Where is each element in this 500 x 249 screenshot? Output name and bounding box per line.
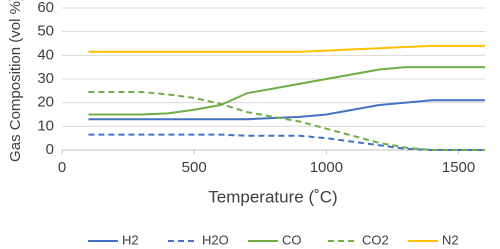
series-line: [88, 91, 485, 151]
x-tick-label: 500: [182, 159, 207, 176]
legend-label: H2: [122, 232, 139, 247]
x-tick-label: 0: [58, 159, 66, 176]
x-tick-label: 1500: [442, 159, 475, 176]
legend-label: N2: [442, 232, 459, 247]
y-tick-label: 60: [37, 0, 54, 16]
series-line: [88, 44, 485, 53]
x-tick-label: 1000: [310, 159, 343, 176]
legend-label: CO: [282, 232, 302, 247]
series-line: [88, 99, 485, 121]
y-tick-label: 10: [37, 117, 54, 134]
y-axis-label: Gas Composition (vol %): [7, 0, 24, 162]
y-tick-label: 30: [37, 70, 54, 87]
y-tick-label: 20: [37, 94, 54, 111]
y-tick-label: 0: [46, 141, 54, 158]
x-axis-label: Temperature (˚C): [208, 187, 337, 206]
legend-label: H2O: [202, 232, 229, 247]
series-line: [88, 66, 485, 116]
legend-label: CO2: [362, 232, 389, 247]
y-tick-label: 40: [37, 46, 54, 63]
y-tick-label: 50: [37, 23, 54, 40]
series-line: [88, 133, 485, 151]
